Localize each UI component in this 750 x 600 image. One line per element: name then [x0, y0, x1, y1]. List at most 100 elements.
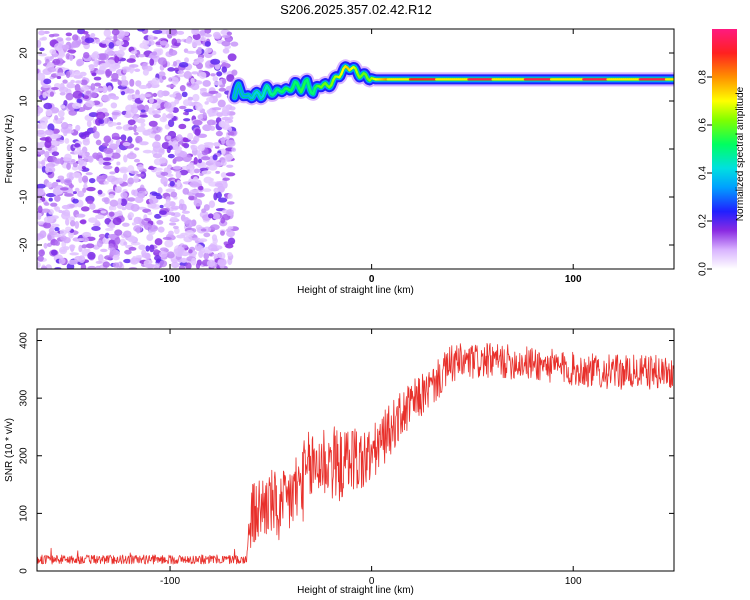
- noise-blob: [96, 87, 106, 92]
- noise-blob: [178, 265, 186, 269]
- noise-blob: [135, 254, 144, 259]
- noise-blob: [206, 96, 214, 103]
- noise-blob: [38, 53, 47, 57]
- noise-blob: [108, 193, 115, 199]
- noise-blob: [172, 225, 179, 230]
- noise-blob: [105, 68, 113, 77]
- noise-blob: [84, 151, 90, 157]
- noise-blob: [227, 53, 237, 62]
- noise-blob: [123, 258, 132, 264]
- noise-blob: [102, 237, 110, 245]
- colorbar-tick-label: 0.8: [698, 70, 709, 84]
- noise-blob: [56, 75, 62, 80]
- noise-blob: [143, 93, 152, 98]
- noise-blob: [202, 124, 213, 132]
- noise-blob: [167, 153, 175, 159]
- noise-blob: [202, 188, 212, 193]
- noise-blob: [72, 191, 77, 195]
- noise-blob: [89, 202, 96, 210]
- noise-blob: [170, 191, 178, 198]
- noise-blob: [37, 72, 46, 81]
- colorbar-tick-label: 0.6: [698, 118, 709, 132]
- noise-blob: [43, 30, 50, 35]
- noise-blob: [72, 102, 82, 109]
- noise-blob: [54, 206, 61, 212]
- noise-blob: [198, 238, 208, 243]
- noise-blob: [65, 226, 72, 232]
- noise-blob: [62, 157, 73, 162]
- noise-blob: [101, 142, 109, 147]
- noise-blob: [133, 216, 142, 225]
- noise-blob: [181, 91, 188, 98]
- noise-blob: [146, 233, 154, 241]
- noise-blob: [54, 195, 61, 202]
- noise-blob: [206, 259, 216, 268]
- noise-blob: [138, 244, 146, 251]
- noise-blob: [165, 30, 171, 35]
- noise-blob: [171, 76, 176, 81]
- noise-blob: [183, 118, 191, 122]
- noise-blob: [157, 226, 165, 233]
- noise-blob: [166, 211, 173, 215]
- noise-blob: [98, 118, 105, 125]
- noise-blob: [52, 128, 60, 134]
- noise-blob: [148, 97, 154, 104]
- noise-blob: [131, 222, 137, 226]
- noise-blob: [221, 66, 228, 73]
- noise-blob: [37, 40, 42, 48]
- noise-blob: [147, 128, 154, 132]
- noise-blob: [189, 181, 200, 188]
- noise-blob: [45, 165, 50, 174]
- noise-blob: [200, 247, 206, 254]
- noise-blob: [57, 117, 63, 123]
- noise-blob: [185, 262, 192, 269]
- noise-blob: [168, 145, 173, 151]
- noise-blob: [111, 205, 117, 211]
- noise-blob: [193, 168, 201, 174]
- noise-blob: [138, 85, 149, 90]
- noise-blob: [51, 182, 57, 189]
- noise-blob: [120, 192, 128, 199]
- noise-blob: [142, 149, 153, 154]
- noise-blob: [155, 194, 163, 200]
- noise-blob: [37, 261, 41, 269]
- noise-blob: [165, 199, 171, 206]
- noise-blob: [66, 144, 72, 152]
- noise-blob: [115, 40, 125, 46]
- noise-blob: [199, 71, 207, 79]
- noise-blob: [182, 187, 190, 195]
- noise-blob: [143, 223, 152, 231]
- noise-blob: [192, 93, 200, 102]
- noise-blob: [195, 102, 203, 111]
- noise-blob: [44, 151, 50, 158]
- noise-blob: [111, 132, 120, 140]
- noise-blob: [190, 83, 200, 91]
- noise-blob: [93, 59, 99, 68]
- noise-blob: [208, 213, 214, 219]
- noise-blob: [115, 50, 125, 58]
- noise-blob: [209, 224, 220, 231]
- snr-panel: 0 100 200 300 400 -100 0 100 Height of straigh…: [4, 328, 675, 596]
- noise-blob: [123, 154, 128, 163]
- noise-blob: [167, 119, 175, 128]
- noise-blob: [102, 157, 112, 161]
- noise-blob: [140, 109, 146, 113]
- noise-blob: [139, 141, 149, 146]
- noise-blob: [127, 197, 136, 202]
- noise-blob: [62, 79, 68, 84]
- colorbar-gradient: [712, 29, 737, 269]
- noise-blob: [224, 120, 230, 129]
- noise-blob: [108, 211, 115, 217]
- noise-blob: [39, 230, 47, 239]
- noise-blob: [73, 74, 83, 79]
- noise-blob: [93, 131, 100, 139]
- noise-blob: [58, 257, 66, 265]
- noise-blob: [213, 81, 223, 86]
- snr-y-ticks: 0 100 200 300 400: [19, 332, 674, 574]
- noise-blob: [221, 136, 226, 145]
- snr-plot-frame: [36, 328, 675, 572]
- noise-blob: [136, 226, 141, 234]
- noise-blob: [100, 210, 107, 214]
- noise-blob: [135, 80, 142, 87]
- noise-blob: [122, 142, 131, 147]
